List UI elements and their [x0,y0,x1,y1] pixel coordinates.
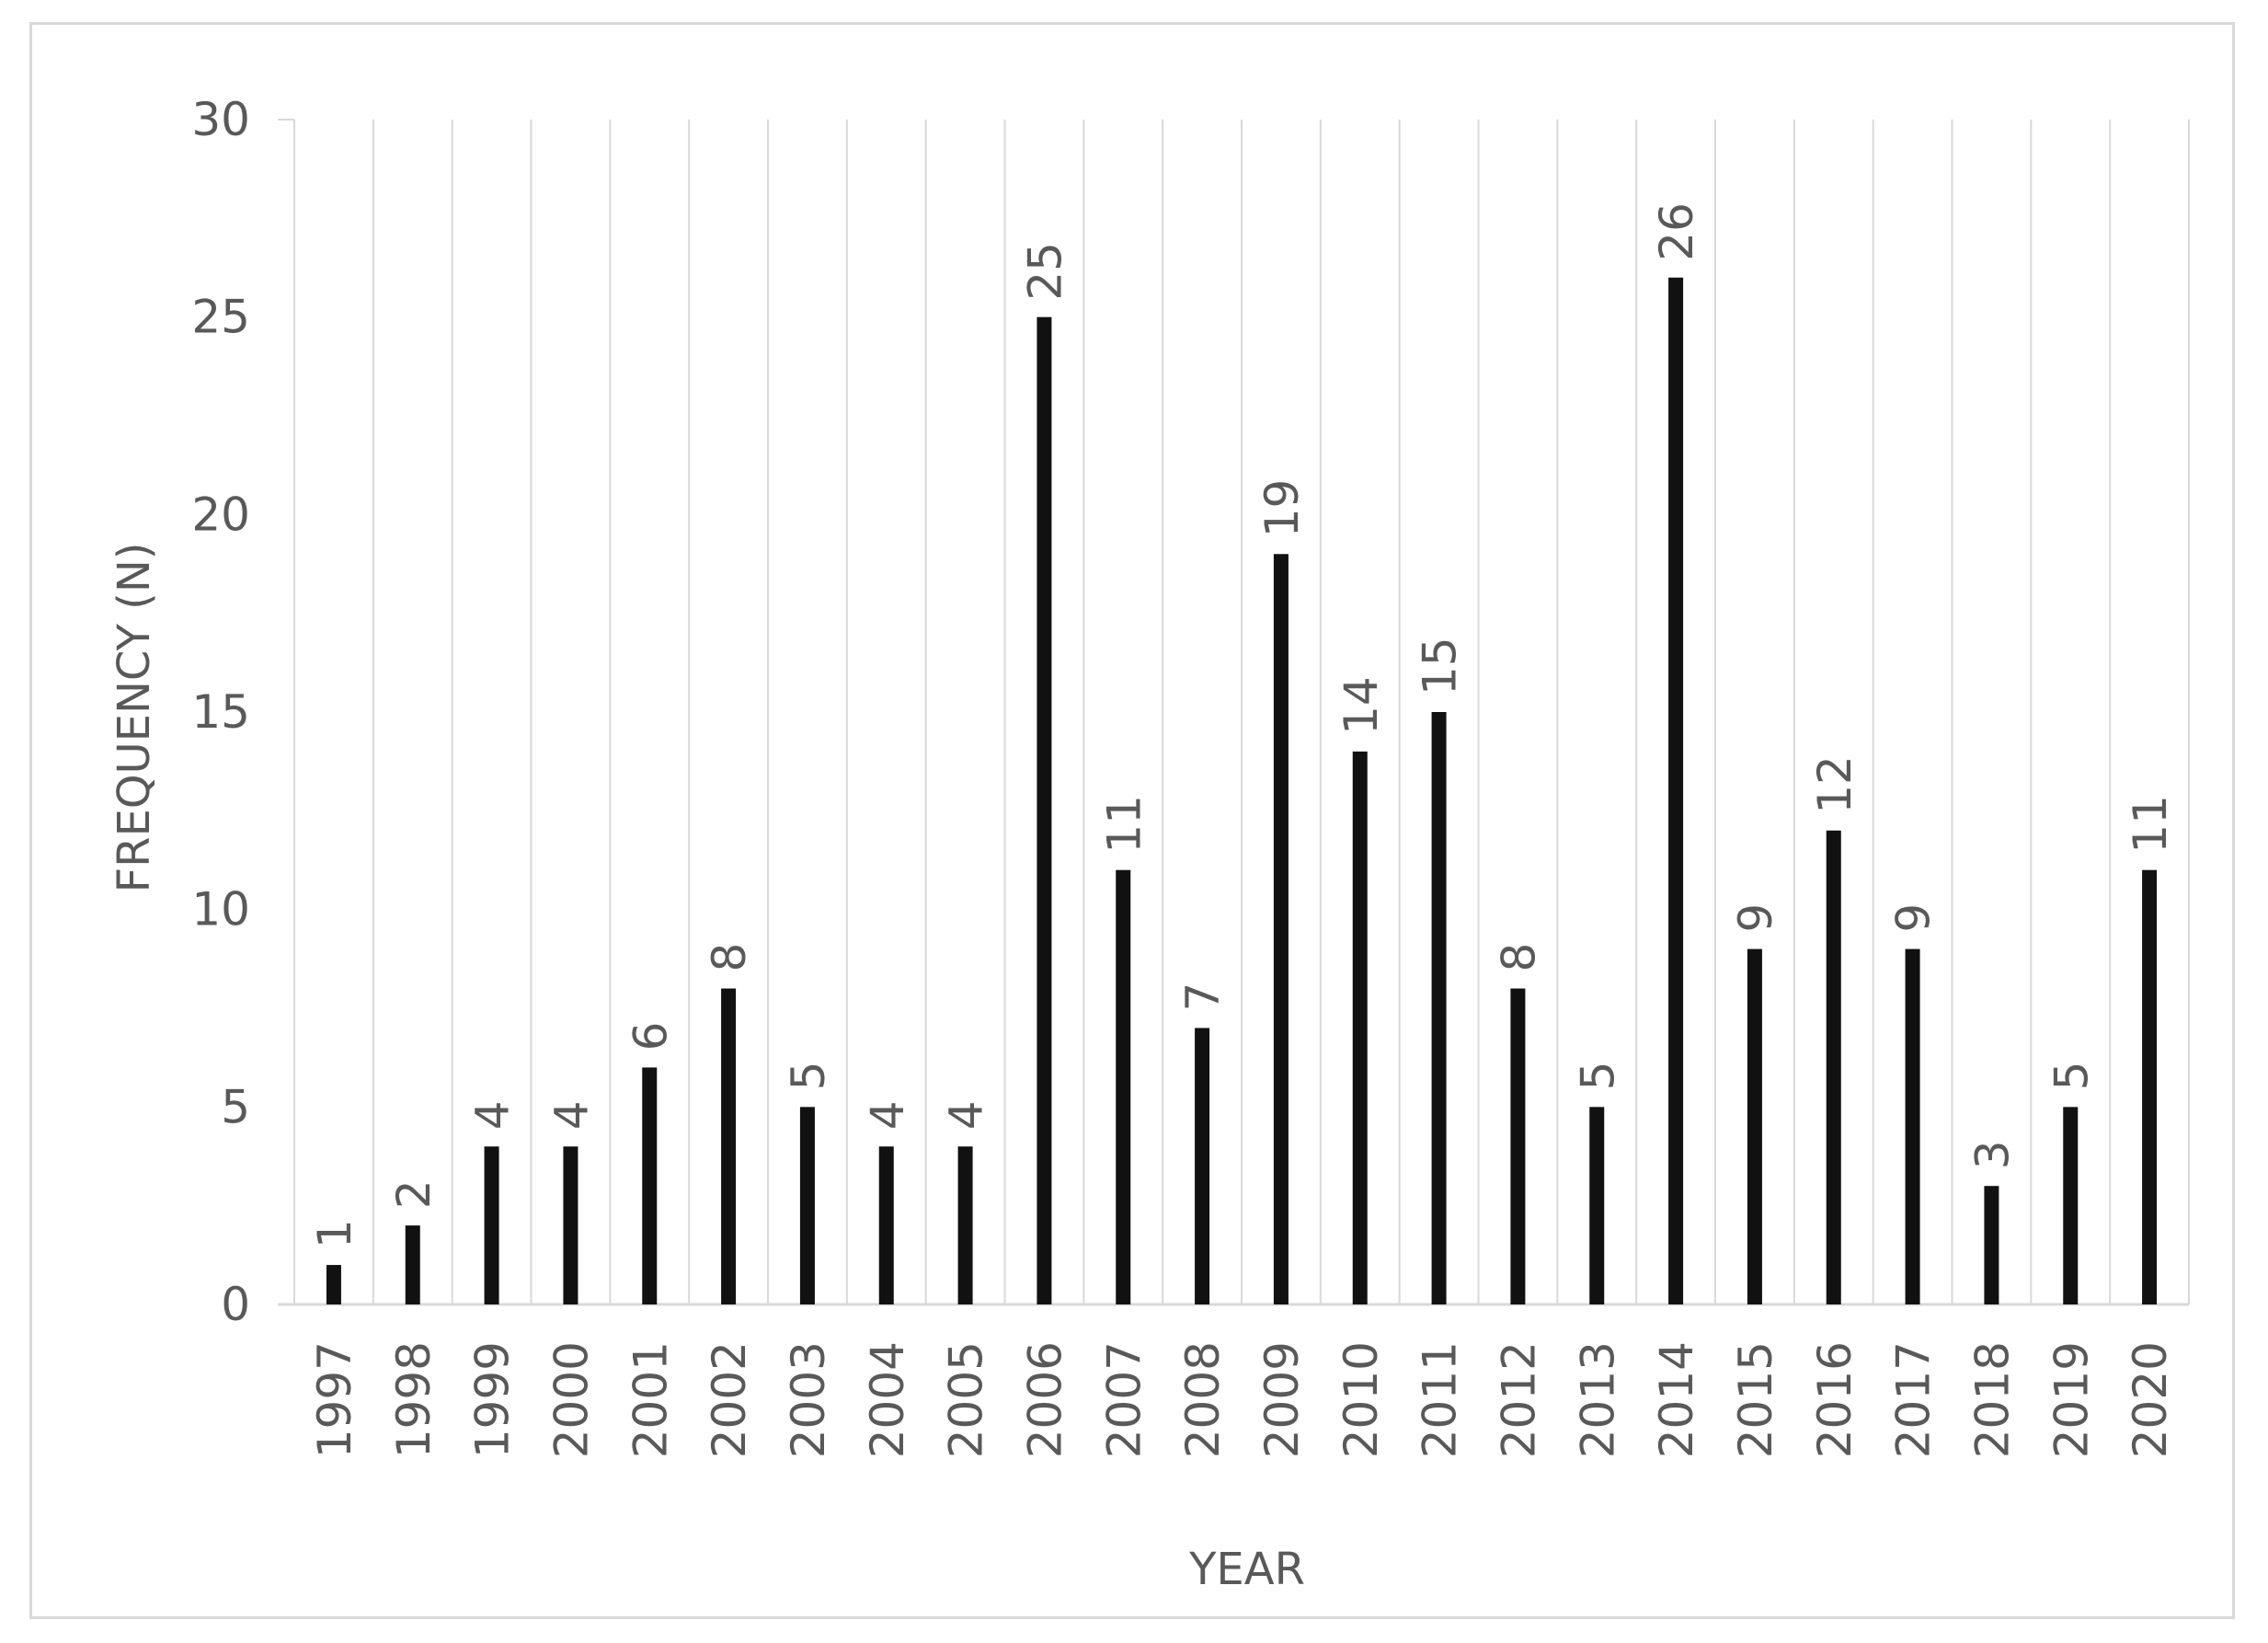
x-tick-label: 1998 [387,1341,441,1458]
x-tick-label: 2001 [624,1341,677,1458]
bar [1195,1028,1210,1304]
data-label: 1 [308,1219,361,1248]
bar [484,1146,499,1304]
x-tick-label: 2017 [1887,1341,1941,1458]
x-tick-label: 2004 [861,1341,914,1458]
bar [2142,869,2158,1304]
bar [1747,948,1762,1304]
data-label: 4 [544,1100,598,1130]
x-tick-label: 2013 [1571,1341,1624,1458]
data-label: 14 [1334,676,1388,735]
bar [642,1067,658,1304]
data-label: 7 [1176,982,1230,1012]
bar [405,1225,420,1304]
data-label: 5 [1571,1062,1624,1091]
bar [721,988,737,1304]
x-axis-ticks: 1997 1998 1999 2000 2001 2002 2003 2004 2005 2006… [308,1341,2177,1458]
y-axis-title: FREQUENCY (N) [109,542,160,892]
bar [1826,830,1841,1304]
y-tick-label: 5 [221,1080,250,1133]
data-label: 5 [782,1062,835,1091]
data-label: 19 [1255,479,1309,538]
y-tick-label: 20 [191,488,250,541]
y-tick-label: 10 [191,883,250,936]
y-tick-label: 25 [191,291,250,344]
x-tick-label: 2007 [1097,1341,1151,1458]
x-tick-label: 2011 [1414,1341,1467,1458]
data-label: 6 [624,1022,677,1051]
bar [1037,316,1052,1305]
x-tick-label: 2005 [940,1341,993,1458]
x-tick-label: 2020 [2124,1341,2177,1458]
data-label: 2 [387,1179,441,1209]
y-tick-label: 15 [191,685,250,739]
bar [1905,948,1920,1304]
data-label: 11 [2124,795,2177,854]
bar [1116,869,1131,1304]
x-tick-label: 2000 [544,1341,598,1458]
x-tick-label: 2003 [782,1341,835,1458]
x-tick-label: 2009 [1255,1341,1309,1458]
y-tick-label: 30 [191,93,250,146]
bar [1589,1107,1605,1304]
bar [1352,751,1368,1304]
x-tick-label: 2012 [1492,1341,1545,1458]
data-label: 26 [1650,202,1703,261]
x-tick-label: 2002 [703,1341,756,1458]
bars [326,277,2158,1305]
bar [1510,988,1526,1304]
x-tick-label: 1999 [466,1341,520,1458]
chart-frame [29,22,2235,1619]
data-label: 3 [1965,1140,2019,1169]
data-label: 8 [1492,943,1545,972]
data-label: 9 [1887,903,1941,933]
y-tick-label: 0 [221,1278,250,1331]
x-tick-label: 2010 [1334,1341,1388,1458]
data-label: 12 [1808,755,1861,814]
data-label: 9 [1729,903,1782,933]
x-tick-label: 2008 [1176,1341,1230,1458]
data-label: 25 [1018,242,1071,301]
bar [799,1107,815,1304]
data-label: 4 [940,1100,993,1130]
data-label: 15 [1414,637,1467,695]
bar [2063,1107,2079,1304]
bar [326,1265,341,1304]
x-tick-label: 2018 [1965,1341,2019,1458]
x-tick-label: 2015 [1729,1341,1782,1458]
x-tick-label: 2014 [1650,1341,1703,1458]
x-tick-label: 2006 [1018,1341,1071,1458]
data-label: 8 [703,943,756,972]
x-tick-label: 2019 [2045,1341,2098,1458]
x-tick-label: 2016 [1808,1341,1861,1458]
bar [1984,1186,1999,1304]
bar [1668,277,1684,1304]
data-label: 4 [466,1100,520,1130]
data-label: 5 [2045,1062,2098,1091]
data-label: 11 [1097,795,1151,854]
y-axis-ticks: 0 5 10 15 20 25 30 [191,93,250,1331]
bar [957,1146,973,1304]
data-label: 4 [861,1100,914,1130]
bar [878,1146,894,1304]
bar [563,1146,578,1304]
bar [1273,554,1289,1304]
bar [1431,712,1447,1304]
x-axis-title: YEAR [1188,1544,1305,1595]
x-tick-label: 1997 [308,1341,361,1458]
grid-lines [278,119,2190,1306]
